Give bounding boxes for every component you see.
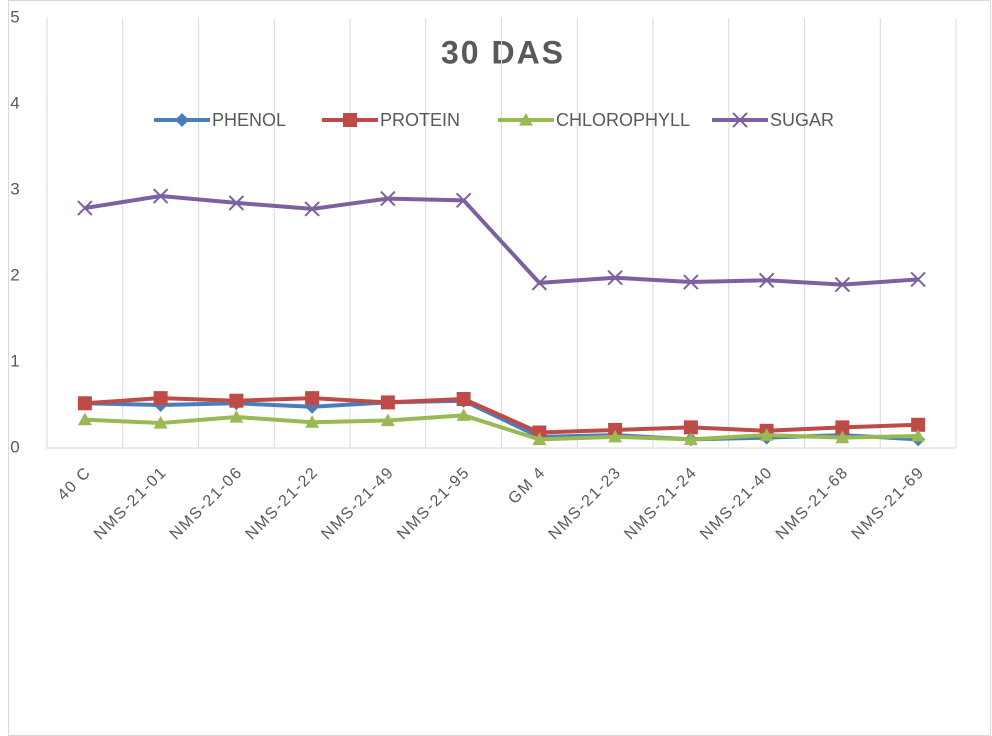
marker xyxy=(343,113,357,127)
marker xyxy=(911,428,926,442)
legend-label: SUGAR xyxy=(770,110,834,130)
x-tick-label: NMS-21-69 xyxy=(849,464,928,543)
x-tick-label: NMS-21-06 xyxy=(167,464,246,543)
marker xyxy=(153,416,168,429)
marker xyxy=(758,272,775,289)
marker xyxy=(77,396,92,411)
x-tick-label: NMS-21-49 xyxy=(318,464,397,543)
marker xyxy=(380,413,395,427)
marker xyxy=(759,428,774,441)
x-tick-label: NMS-21-95 xyxy=(394,464,473,543)
marker xyxy=(305,391,320,406)
marker xyxy=(229,410,244,423)
marker xyxy=(229,393,244,408)
x-tick-label: GM 4 xyxy=(505,464,549,508)
marker xyxy=(77,200,93,216)
series-line xyxy=(84,396,919,435)
marker xyxy=(153,391,168,406)
marker xyxy=(835,430,850,444)
legend-label: PROTEIN xyxy=(380,110,460,130)
marker xyxy=(77,412,92,426)
x-tick-label: NMS-21-24 xyxy=(621,464,700,543)
marker xyxy=(835,420,850,435)
legend-label: PHENOL xyxy=(212,110,286,130)
series-line xyxy=(84,413,919,442)
y-tick-label: 1 xyxy=(10,351,19,370)
x-tick-label: NMS-21-68 xyxy=(773,464,852,543)
marker xyxy=(152,188,169,204)
chart-title: 30 DAS xyxy=(441,34,565,70)
y-tick-label: 3 xyxy=(10,179,19,198)
marker xyxy=(304,201,320,217)
y-tick-label: 4 xyxy=(10,93,19,112)
marker xyxy=(683,274,699,290)
marker xyxy=(531,275,548,291)
series-line xyxy=(84,194,919,287)
marker xyxy=(608,429,623,443)
marker xyxy=(910,271,926,288)
marker xyxy=(228,195,245,211)
marker xyxy=(519,113,533,126)
x-tick-label: NMS-21-01 xyxy=(91,464,170,543)
x-tick-label: NMS-21-23 xyxy=(546,464,625,543)
marker xyxy=(456,408,471,421)
marker xyxy=(607,270,623,286)
chart-frame xyxy=(8,0,991,736)
marker xyxy=(455,192,472,209)
x-tick-label: 40 C xyxy=(55,464,95,504)
marker xyxy=(683,432,698,445)
marker xyxy=(834,276,851,293)
marker xyxy=(532,432,547,445)
marker xyxy=(683,420,698,435)
marker xyxy=(305,415,320,428)
y-tick-label: 2 xyxy=(10,265,19,284)
marker xyxy=(380,190,396,207)
marker xyxy=(380,395,395,410)
y-tick-label: 0 xyxy=(10,437,19,456)
y-tick-label: 5 xyxy=(10,7,19,26)
legend-label: CHLOROPHYLL xyxy=(556,110,690,130)
marker xyxy=(456,391,471,406)
marker xyxy=(175,113,189,127)
x-tick-label: NMS-21-22 xyxy=(243,464,322,543)
marker xyxy=(732,112,748,128)
x-tick-label: NMS-21-40 xyxy=(697,464,776,543)
marker xyxy=(911,417,926,432)
